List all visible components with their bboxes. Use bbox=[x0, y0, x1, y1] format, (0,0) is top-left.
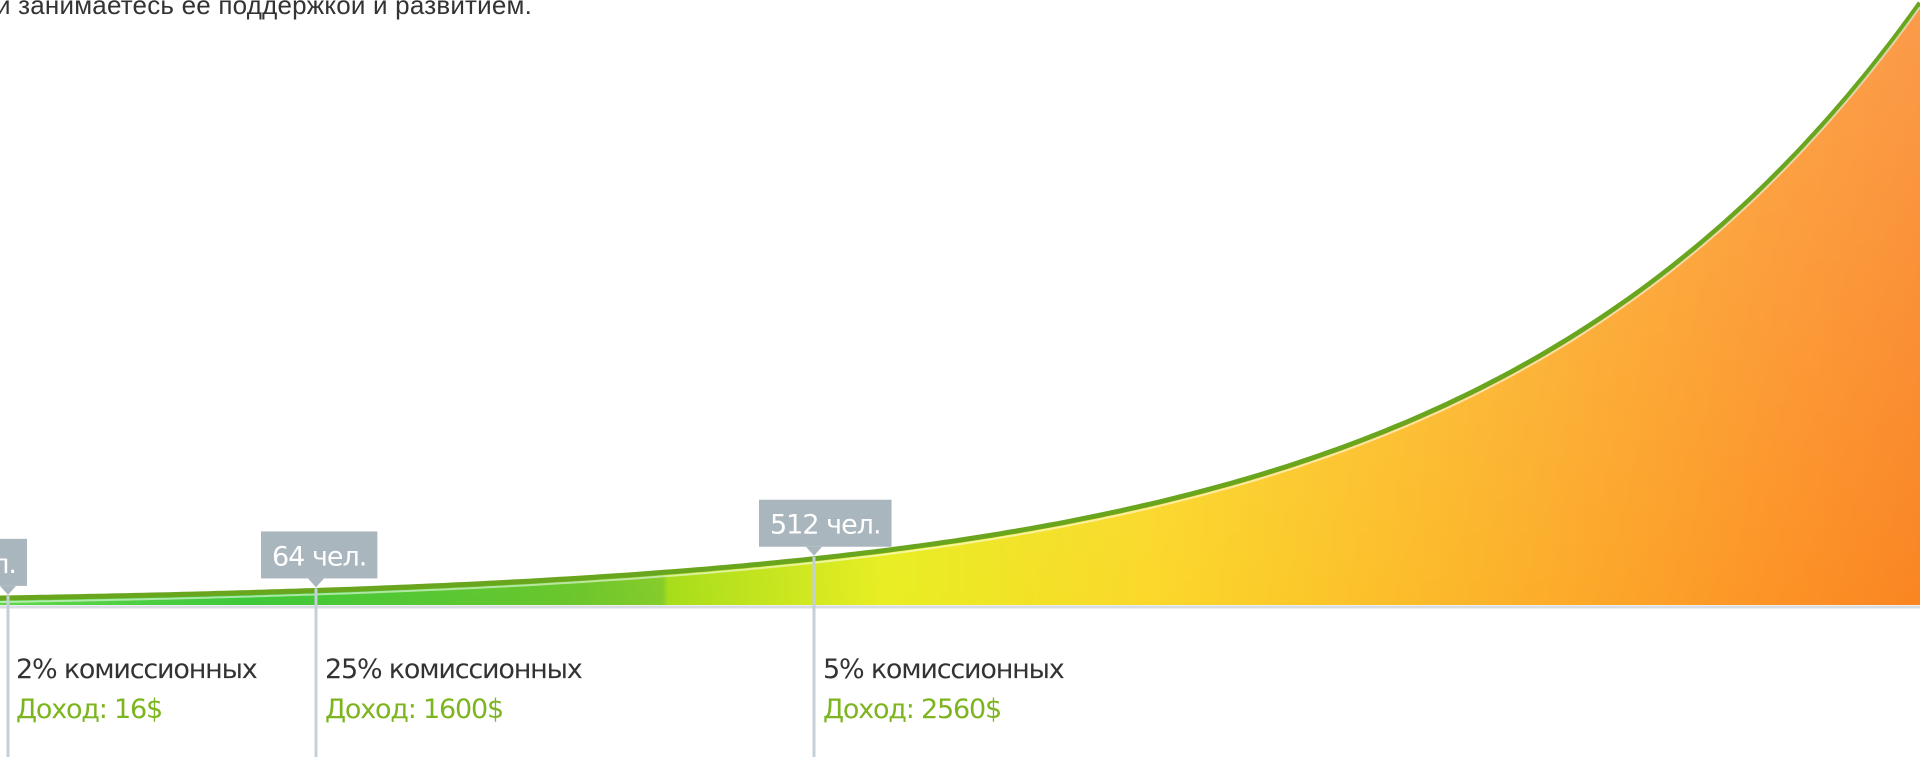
marker-label: 64 чел. bbox=[272, 541, 366, 572]
tier-8: 2% комиссионных Доход: 16$ bbox=[16, 650, 258, 730]
marker-64: 64 чел. bbox=[261, 531, 378, 757]
tier-512: 5% комиссионных Доход: 2560$ bbox=[823, 650, 1065, 730]
growth-area-shine bbox=[0, 3, 1920, 605]
tier-commission: 5% комиссионных bbox=[823, 654, 1065, 685]
marker-pointer bbox=[806, 546, 822, 556]
markers: 8 чел. 64 чел. 512 чел. bbox=[0, 499, 892, 757]
marker-badge bbox=[261, 531, 378, 579]
tier-income: Доход: 16$ bbox=[16, 694, 163, 725]
marker-label: 512 чел. bbox=[770, 510, 881, 541]
marker-badge bbox=[759, 499, 892, 547]
tier-income: Доход: 2560$ bbox=[823, 694, 1002, 725]
marker-8: 8 чел. bbox=[0, 538, 27, 757]
marker-pointer bbox=[308, 578, 324, 588]
tier-commission: 2% комиссионных bbox=[16, 654, 258, 685]
tier-64: 25% комиссионных Доход: 1600$ bbox=[325, 650, 583, 730]
tier-income: Доход: 1600$ bbox=[325, 694, 504, 725]
marker-badge bbox=[0, 538, 27, 586]
marker-pointer bbox=[0, 585, 16, 595]
curve-highlight bbox=[0, 6, 1920, 603]
tier-commission: 25% комиссионных bbox=[325, 654, 583, 685]
intro-text: и занимаетесь ее поддержкой и развитием. bbox=[0, 0, 533, 20]
marker-512: 512 чел. bbox=[759, 499, 892, 757]
growth-curve bbox=[0, 1, 1920, 601]
marker-label: 8 чел. bbox=[0, 549, 16, 580]
